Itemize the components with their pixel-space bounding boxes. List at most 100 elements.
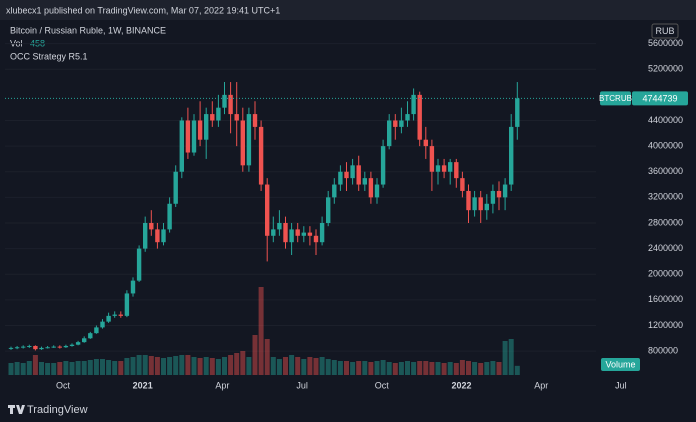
currency[interactable]: RUB: [655, 26, 674, 36]
volume-bar: [240, 351, 246, 375]
candle-body: [216, 107, 221, 121]
candle-body: [344, 171, 349, 179]
volume-bar: [51, 363, 57, 375]
volume-bar: [435, 362, 441, 375]
volume-bar: [368, 362, 374, 375]
volume-bar: [398, 362, 404, 375]
candle-body: [350, 165, 355, 179]
volume-bar: [459, 360, 465, 375]
volume-bar: [112, 361, 118, 375]
volume-bar: [417, 361, 423, 375]
volume-bar: [215, 359, 221, 375]
publisher: xlubecx1 published on TradingView.com, M…: [6, 5, 280, 15]
candle-body: [411, 94, 416, 115]
volume-bar: [307, 357, 313, 375]
volume-bar: [222, 357, 227, 375]
volume-bar: [228, 355, 234, 375]
candle-body: [362, 178, 367, 185]
candle-body: [387, 120, 392, 147]
brand: TradingView: [27, 404, 88, 416]
volume-bar: [32, 355, 38, 375]
candle-body: [240, 120, 245, 166]
volume-bar: [130, 357, 136, 375]
candle-body: [124, 293, 130, 316]
x-tick-label: Oct: [56, 380, 71, 390]
volume-bar: [148, 356, 154, 375]
candle-body: [210, 114, 215, 121]
volume-bar: [93, 359, 99, 375]
candle-body: [130, 280, 136, 294]
candle-body: [490, 190, 496, 204]
volume-bar: [209, 358, 215, 375]
volume-bar: [20, 363, 26, 375]
volume-bar: [289, 355, 295, 375]
volume-bar: [295, 357, 301, 375]
volume-bar: [57, 362, 63, 375]
footer: [0, 398, 696, 422]
volume-bar: [106, 360, 112, 375]
volume-bar: [380, 360, 386, 375]
y-tick-label: 2400000: [648, 243, 683, 253]
currency-box[interactable]: [651, 23, 679, 39]
x-tick-label: Apr: [534, 380, 548, 390]
candle-body: [27, 345, 32, 347]
candle-body: [502, 184, 508, 198]
y-tick-label: 800000: [648, 345, 678, 355]
logo: [8, 405, 25, 414]
candle-body: [332, 184, 337, 198]
candle-body: [155, 229, 160, 243]
candle-body: [454, 162, 459, 179]
candle-body: [161, 229, 166, 243]
candle-body: [69, 344, 75, 346]
candle-body: [301, 232, 306, 236]
volume-bar: [472, 362, 478, 375]
volume-bar: [167, 357, 173, 375]
candle-body: [326, 197, 331, 223]
volume-bar: [337, 361, 343, 375]
symbol-tag: [600, 91, 631, 106]
y-tick-label: 2000000: [648, 269, 683, 279]
candle-body: [82, 338, 87, 343]
candle-body: [167, 203, 172, 230]
volume-bar: [197, 358, 203, 375]
volume-bar: [283, 357, 288, 375]
candle-body: [173, 171, 178, 204]
volume-bar: [161, 358, 166, 375]
volume-bar: [344, 361, 349, 375]
candle-body: [94, 327, 99, 334]
candle-body: [118, 314, 123, 316]
y-tick-label: 1600000: [648, 294, 683, 304]
candle-body: [222, 94, 227, 108]
candle-body: [21, 346, 26, 348]
price-tag: [632, 91, 688, 106]
volume-bar: [252, 335, 258, 375]
volume-bar: [63, 361, 69, 375]
volume-bar: [502, 341, 508, 375]
candle-body: [509, 126, 514, 185]
candle-body: [472, 197, 477, 211]
volume-bar: [87, 360, 93, 375]
volume-bar: [453, 363, 459, 375]
volume-bar: [331, 360, 337, 375]
candle-body: [356, 165, 361, 185]
y-tick-label: 2800000: [648, 217, 683, 227]
volume-bar: [154, 357, 160, 375]
volume-bar: [14, 362, 20, 375]
y-tick-label: 3200000: [648, 192, 683, 202]
volume-bar: [362, 361, 368, 375]
volume-bar: [136, 355, 142, 375]
volume-bar: [466, 361, 471, 375]
candle-body: [441, 165, 447, 172]
volume-bar: [423, 361, 429, 375]
volume-bar: [441, 363, 447, 375]
candle-body: [289, 229, 294, 243]
candle-body: [88, 333, 93, 339]
publish-bar: [0, 0, 696, 20]
volume-bar: [191, 357, 197, 375]
candle-body: [295, 229, 300, 236]
volume-bar: [173, 356, 179, 375]
volume-bar: [313, 358, 319, 375]
candle-body: [496, 190, 502, 198]
volume-bar: [8, 363, 14, 375]
